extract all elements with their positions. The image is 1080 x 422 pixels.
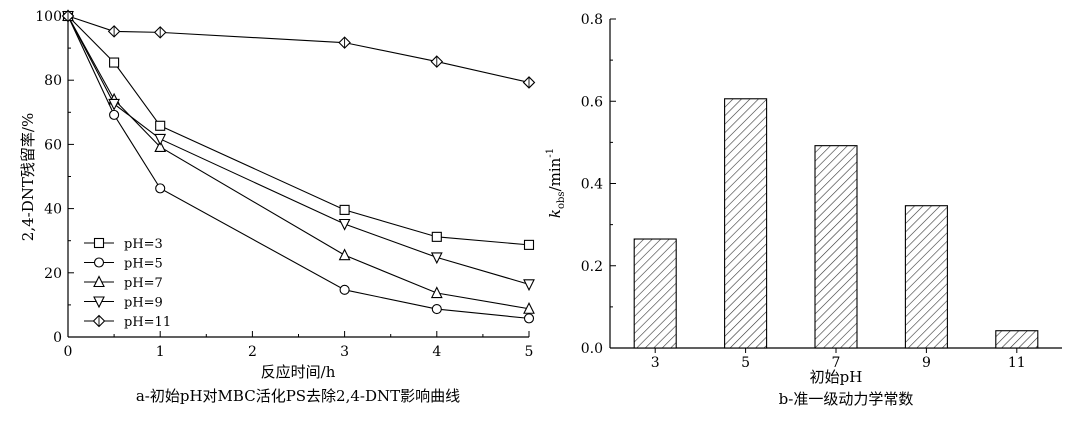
line-chart-x-axis-title: 反应时间/h [261, 363, 336, 381]
line-chart-legend: pH=3 pH=5 pH=7 pH=9 pH=11 [84, 237, 171, 330]
data-point [523, 279, 535, 292]
x-tick-label: 9 [922, 355, 931, 371]
y-tick-label: 0.6 [581, 94, 603, 110]
bar-chart-y-label-k: k [546, 209, 564, 218]
line-chart-caption: a-初始pH对MBC活化PS去除2,4-DNT影响曲线 [136, 387, 460, 405]
x-tick-label: 5 [525, 344, 534, 360]
data-point [109, 109, 120, 120]
data-point [93, 296, 105, 309]
data-point [430, 55, 444, 68]
line-chart-x-ticks: 0 1 2 3 4 5 [64, 331, 534, 360]
x-tick-label: 3 [651, 355, 660, 371]
series-line [67, 15, 530, 285]
y-tick-label: 0.2 [581, 259, 603, 275]
x-tick-label: 11 [1008, 355, 1026, 371]
bar-ph-7 [814, 145, 858, 349]
x-tick-label: 7 [832, 355, 841, 371]
data-point [154, 133, 167, 146]
data-point [523, 302, 535, 314]
data-point [93, 275, 105, 288]
x-tick-label: 5 [741, 355, 750, 371]
bar-chart-y-label-exp: -1 [545, 148, 556, 158]
data-point [155, 183, 166, 194]
data-point [338, 36, 351, 49]
x-tick-label: 3 [340, 344, 349, 360]
data-point [108, 98, 120, 111]
x-tick-label: 0 [64, 344, 73, 360]
bar-chart-x-ticks: 3 5 7 9 11 [651, 348, 1026, 371]
bar-chart-y-ticks: 0.0 0.2 0.4 0.6 0.8 [581, 12, 616, 357]
svg-text:kobs/min-1: kobs/min-1 [545, 148, 567, 218]
bar-chart-y-axis-title: kobs/min-1 [545, 148, 567, 218]
legend-label: pH=3 [124, 237, 163, 252]
data-point [155, 120, 166, 131]
bar-ph-3 [633, 238, 677, 349]
line-chart-y-axis-title: 2,4-DNT残留率/% [19, 113, 37, 241]
data-point [431, 231, 442, 242]
data-point [153, 26, 167, 39]
y-tick-label: 0.4 [581, 177, 603, 193]
legend-entry: pH=3 [84, 237, 163, 252]
y-tick-label: 100 [35, 9, 62, 25]
legend-entry: pH=5 [84, 257, 163, 272]
data-point [154, 140, 167, 153]
bar-ph-5 [724, 98, 768, 349]
data-point [109, 57, 120, 68]
data-point [523, 313, 535, 324]
y-tick-label: 60 [44, 137, 62, 153]
x-tick-label: 2 [248, 344, 257, 360]
legend-label: pH=9 [124, 296, 163, 311]
bar-chart-y-label-unit: /min [546, 157, 564, 191]
line-chart-panel: 0 1 2 3 4 5 0 20 40 60 80 100 pH=3 pH=5 pH=7 pH=9 pH=1… [19, 9, 536, 405]
legend-label: pH=7 [124, 276, 163, 291]
legend-entry: pH=9 [84, 296, 163, 311]
series-ph11 [61, 9, 536, 89]
data-point [339, 204, 350, 215]
bar-chart-bars [633, 98, 1039, 349]
line-chart-series [61, 9, 536, 324]
y-tick-label: 80 [44, 73, 62, 89]
y-tick-label: 20 [44, 266, 62, 282]
data-point [93, 237, 105, 249]
x-tick-label: 4 [432, 344, 441, 360]
data-point [107, 25, 121, 38]
bar-chart-y-label-sub: obs [556, 191, 567, 209]
data-point [338, 248, 351, 261]
legend-entry: pH=11 [84, 314, 171, 330]
data-point [431, 304, 442, 315]
bar-chart-caption: b-准一级动力学常数 [779, 390, 914, 408]
data-point [61, 9, 75, 23]
legend-label: pH=11 [124, 315, 171, 330]
data-point [430, 252, 443, 265]
y-tick-label: 40 [44, 202, 62, 218]
series-line [67, 15, 530, 83]
line-chart-y-ticks: 0 20 40 60 80 100 [35, 9, 74, 346]
series-line [67, 15, 530, 246]
bar-chart-panel: 0.0 0.2 0.4 0.6 0.8 3 5 7 9 11 初始pH kobs/min-1 b… [545, 12, 1062, 408]
data-point [93, 257, 105, 268]
y-tick-label: 0.0 [581, 341, 603, 357]
data-point [523, 239, 535, 250]
data-point [339, 284, 350, 295]
x-tick-label: 1 [156, 344, 165, 360]
legend-entry: pH=7 [84, 275, 163, 291]
data-point [92, 314, 106, 328]
data-point [338, 218, 351, 231]
bar-chart-x-axis-title: 初始pH [810, 368, 863, 386]
y-tick-label: 0 [53, 330, 62, 346]
bar-ph-9 [904, 205, 948, 349]
series-line [67, 15, 530, 319]
legend-label: pH=5 [124, 257, 163, 272]
series-line [67, 15, 530, 310]
data-point [522, 76, 536, 89]
bar-ph-11 [995, 330, 1039, 349]
data-point [430, 286, 443, 299]
series-ph3 [62, 10, 535, 250]
y-tick-label: 0.8 [581, 12, 603, 28]
